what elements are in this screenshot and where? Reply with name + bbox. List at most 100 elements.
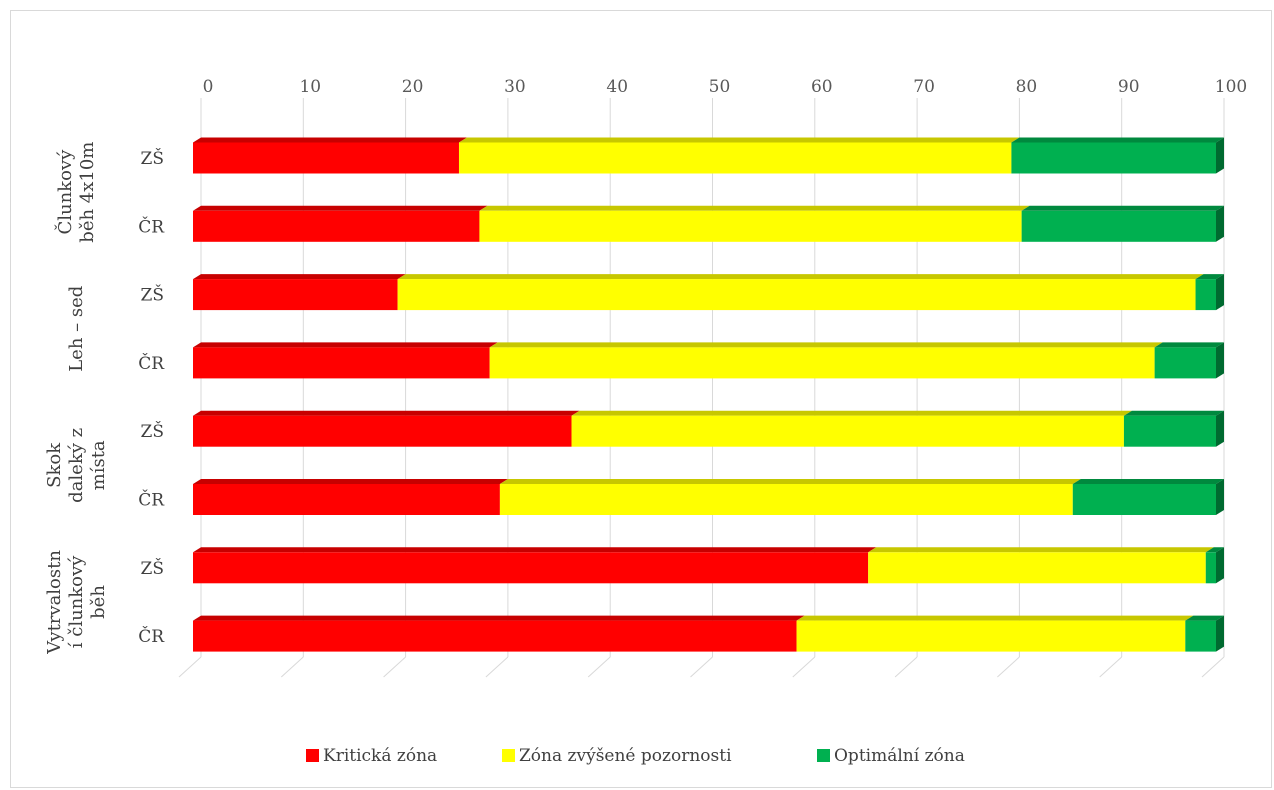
bar-front-face: [458, 142, 1012, 174]
bar-segment: [1072, 479, 1224, 515]
bar-top-face: [868, 547, 1214, 553]
bar-top-face: [193, 137, 467, 143]
bar-front-face: [1185, 620, 1216, 652]
group-label-line: běh: [88, 585, 109, 619]
bar-top-face: [1021, 205, 1224, 211]
bar-front-face: [193, 279, 398, 311]
bar-top-face: [796, 615, 1194, 621]
legend: Kritická zóna Zóna zvýšené pozornosti Opti…: [306, 746, 965, 766]
group-label-line: Leh – sed: [66, 286, 87, 372]
bar-segment: [571, 410, 1132, 447]
group-label: Skokdaleký zmísta: [44, 428, 109, 503]
x-tick-label: 30: [504, 77, 526, 97]
bar-side-face: [1216, 547, 1224, 584]
bar-front-face: [868, 552, 1206, 584]
gridline-floor: [280, 656, 304, 678]
bar-segment: [479, 205, 1030, 242]
group-labels: Člunkovýběh 4x10m Leh – sed Skokdaleký zmí…: [44, 142, 109, 655]
bar-top-face: [1185, 615, 1224, 621]
bar-segment: [193, 615, 805, 652]
bar-top-face: [1205, 547, 1224, 553]
bar-front-face: [489, 347, 1155, 379]
bar-segment: [193, 205, 488, 242]
bars: [193, 137, 1224, 652]
legend-item: Optimální zóna: [817, 746, 965, 766]
bar-side-face: [1216, 205, 1224, 242]
bar-front-face: [571, 415, 1124, 447]
bar-segment: [193, 479, 508, 515]
bar-segment: [499, 479, 1081, 515]
gridline-floor: [178, 656, 202, 678]
x-tick-label: 80: [1016, 77, 1038, 97]
bar-segment: [193, 137, 467, 174]
x-tick-label: 70: [913, 77, 935, 97]
category-label: ZŠ: [141, 421, 164, 442]
x-tick-labels: 0 10 20 30 40 50 60 70 80 90 100: [203, 77, 1248, 97]
bar-top-face: [1072, 479, 1224, 484]
bar-top-face: [1123, 410, 1224, 416]
bar-front-face: [1123, 415, 1216, 447]
group-label-line: běh 4x10m: [77, 142, 98, 243]
group-label-line: í člunkový: [66, 555, 87, 648]
bar-segment: [796, 615, 1194, 652]
bar-segment: [1021, 205, 1224, 242]
bar-front-face: [1154, 347, 1216, 379]
x-tick-label: 50: [709, 77, 731, 97]
bar-front-face: [499, 484, 1073, 515]
category-labels: ZŠ ČR ZŠ ČR ZŠ ČR ZŠ ČR: [138, 148, 165, 647]
legend-item: Kritická zóna: [306, 746, 437, 766]
category-label: ČR: [138, 353, 165, 374]
bar-top-face: [193, 205, 488, 211]
legend-label: Kritická zóna: [323, 746, 437, 766]
bar-front-face: [1072, 484, 1216, 515]
bar-front-face: [397, 279, 1196, 311]
bar-side-face: [1216, 274, 1224, 311]
bar-segment: [193, 342, 498, 379]
category-label: ČR: [138, 216, 165, 237]
legend-item: Zóna zvýšené pozornosti: [502, 746, 732, 766]
legend-swatch: [502, 749, 515, 762]
gridline-floor: [1099, 656, 1123, 678]
group-label-line: místa: [88, 440, 109, 490]
gridline-floor: [894, 656, 918, 678]
gridline-floor: [587, 656, 611, 678]
x-tick-label: 0: [203, 77, 214, 97]
legend-swatch: [306, 749, 319, 762]
bar-top-face: [489, 342, 1163, 348]
bar-segment: [1185, 615, 1224, 652]
bar-segment: [1195, 274, 1224, 311]
gridline-floor: [997, 656, 1020, 678]
legend-swatch: [817, 749, 830, 762]
bar-segment: [1011, 137, 1224, 174]
bar-front-face: [193, 620, 797, 652]
bar-front-face: [193, 484, 500, 515]
bar-top-face: [193, 274, 406, 280]
bar-top-face: [571, 410, 1132, 416]
bar-segment: [1154, 342, 1224, 379]
gridline-floor: [792, 656, 816, 678]
bar-segment: [1205, 547, 1224, 584]
bar-segment: [1123, 410, 1224, 447]
category-label: ZŠ: [141, 148, 164, 169]
bar-top-face: [193, 342, 498, 348]
bar-front-face: [193, 347, 490, 379]
bar-front-face: [193, 210, 480, 242]
x-tick-label: 90: [1118, 77, 1140, 97]
x-tick-label: 100: [1215, 77, 1247, 97]
bar-front-face: [193, 142, 459, 174]
bar-front-face: [796, 620, 1186, 652]
bar-top-face: [193, 479, 508, 484]
bar-top-face: [193, 547, 877, 553]
bar-side-face: [1216, 342, 1224, 379]
bar-side-face: [1216, 479, 1224, 515]
bar-top-face: [193, 410, 580, 416]
bar-side-face: [1216, 615, 1224, 652]
bar-side-face: [1216, 410, 1224, 447]
legend-label: Zóna zvýšené pozornosti: [519, 746, 732, 766]
gridline-floor: [383, 656, 406, 678]
bar-front-face: [1205, 552, 1216, 584]
bar-segment: [868, 547, 1214, 584]
bar-front-face: [1021, 210, 1216, 242]
gridline-floor: [1201, 656, 1225, 678]
